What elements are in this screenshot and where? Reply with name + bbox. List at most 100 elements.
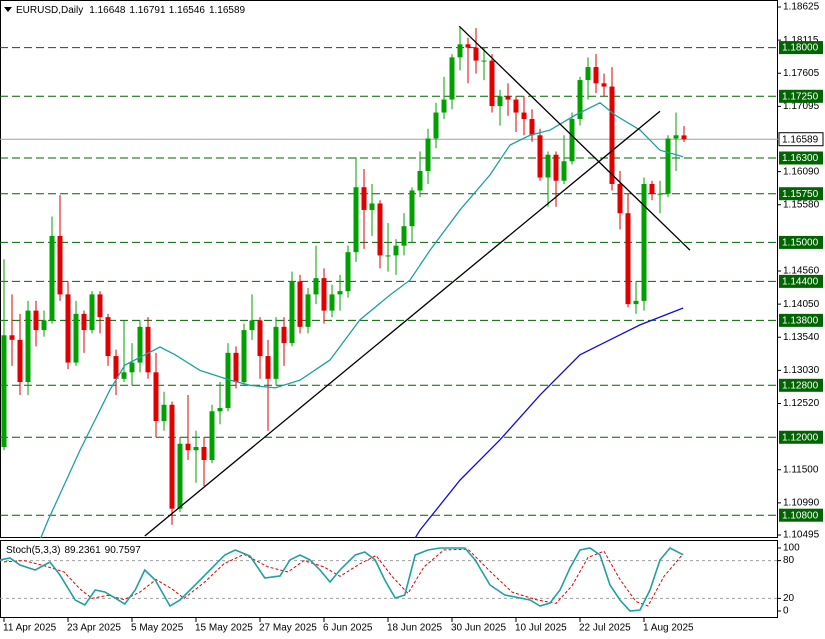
candle-body (401, 226, 407, 246)
candle-body (361, 187, 367, 210)
candle-body (657, 193, 663, 195)
candle-body (585, 67, 591, 81)
candle-body (121, 372, 127, 379)
y-tick-label: 1.18115 (783, 35, 819, 46)
stoch-tick-label: 0 (783, 606, 789, 617)
candle-body (297, 281, 303, 327)
level-label-box (779, 41, 823, 55)
candle-body (73, 313, 79, 363)
x-tick-label: 27 May 2025 (259, 623, 317, 634)
candle-body (649, 183, 655, 194)
candle-body (209, 411, 215, 460)
y-tick-label: 1.13030 (783, 365, 820, 376)
header-close: 1.16589 (209, 5, 246, 16)
y-tick-label: 1.13540 (783, 332, 820, 343)
y-tick-label: 1.17605 (783, 68, 820, 79)
candle-body (289, 281, 295, 344)
candle-body (665, 138, 671, 194)
candle-body (49, 235, 55, 321)
y-tick-label: 1.16090 (783, 166, 820, 177)
candle-body (265, 356, 271, 379)
x-tick-label: 10 Jul 2025 (515, 623, 567, 634)
y-tick-label: 1.12520 (783, 398, 820, 409)
candle-body (185, 443, 191, 451)
candle-body (169, 404, 175, 509)
stoch-signal: 90.7597 (105, 545, 142, 556)
candle-body (81, 313, 87, 331)
level-label-box (779, 313, 823, 327)
level-label-box (779, 89, 823, 103)
candle-body (105, 317, 111, 357)
candle-body (385, 255, 391, 257)
level-label: 1.17250 (782, 91, 819, 102)
stoch-main-line (0, 546, 684, 612)
stoch-signal-line (3, 548, 684, 607)
x-tick-label: 1 Aug 2025 (643, 623, 694, 634)
level-label: 1.14400 (782, 277, 819, 288)
level-label-box (779, 378, 823, 392)
level-label-box (779, 274, 823, 288)
candle-body (553, 154, 559, 181)
candle-body (305, 294, 311, 327)
stoch-plot (0, 546, 778, 612)
candle-body (393, 245, 399, 256)
candle-body (609, 86, 615, 184)
x-tick-label: 18 Jun 2025 (387, 623, 442, 634)
candle-body (225, 352, 231, 409)
candle-body (441, 99, 447, 113)
level-label: 1.13800 (782, 315, 819, 326)
candle-body (9, 335, 15, 340)
x-tick-label: 30 Jun 2025 (451, 623, 506, 634)
candle-body (353, 187, 359, 253)
stoch-title: Stoch(5,3,3) (6, 545, 60, 556)
stoch-main: 89.2361 (64, 545, 101, 556)
candle-body (57, 235, 63, 295)
candle-body (377, 203, 383, 256)
candle-body (473, 47, 479, 61)
stoch-header: Stoch(5,3,3) 89.2361 90.7597 (6, 545, 141, 556)
level-label: 1.10800 (782, 510, 819, 521)
candle-body (345, 252, 351, 292)
main-frame (0, 0, 778, 538)
candle-body (33, 310, 39, 331)
y-tick-label: 1.15580 (783, 199, 820, 210)
candle-body (641, 183, 647, 301)
y-tick-label: 1.10990 (783, 497, 820, 508)
candle-body (1, 335, 7, 447)
stoch-tick-label: 80 (783, 555, 795, 566)
candle-body (329, 294, 335, 311)
candle-body (593, 67, 599, 84)
x-tick-label: 6 Jun 2025 (323, 623, 373, 634)
x-tick-label: 15 May 2025 (195, 623, 253, 634)
menu-triangle (4, 7, 12, 12)
level-label: 1.12000 (782, 432, 819, 443)
candle-body (497, 96, 503, 107)
candle-body (201, 447, 207, 460)
header-high: 1.16791 (129, 5, 166, 16)
current-price-box (778, 132, 824, 147)
candle-body (545, 154, 551, 178)
x-tick-label: 23 Apr 2025 (67, 623, 121, 634)
candle-body (409, 190, 415, 227)
candle-body (569, 119, 575, 162)
candle-body (521, 112, 527, 120)
level-label: 1.15750 (782, 189, 819, 200)
candle-body (465, 44, 471, 48)
candle-body (337, 291, 343, 295)
candle-body (257, 320, 263, 357)
level-label-box (779, 235, 823, 249)
stoch-tick-label: 20 (783, 593, 795, 604)
candle-body (281, 326, 287, 344)
candle-body (369, 203, 375, 210)
current-price-label: 1.16589 (782, 134, 819, 145)
y-tick-label: 1.14560 (783, 266, 820, 277)
candle-body (89, 294, 95, 331)
y-tick-label: 1.14050 (783, 299, 820, 310)
candle-body (25, 310, 31, 383)
candle-body (129, 362, 135, 373)
candle-body (113, 356, 119, 379)
candle-body (241, 330, 247, 383)
candle-body (233, 352, 239, 383)
stoch-tick-label: 100 (783, 543, 800, 554)
trendline (144, 110, 661, 537)
